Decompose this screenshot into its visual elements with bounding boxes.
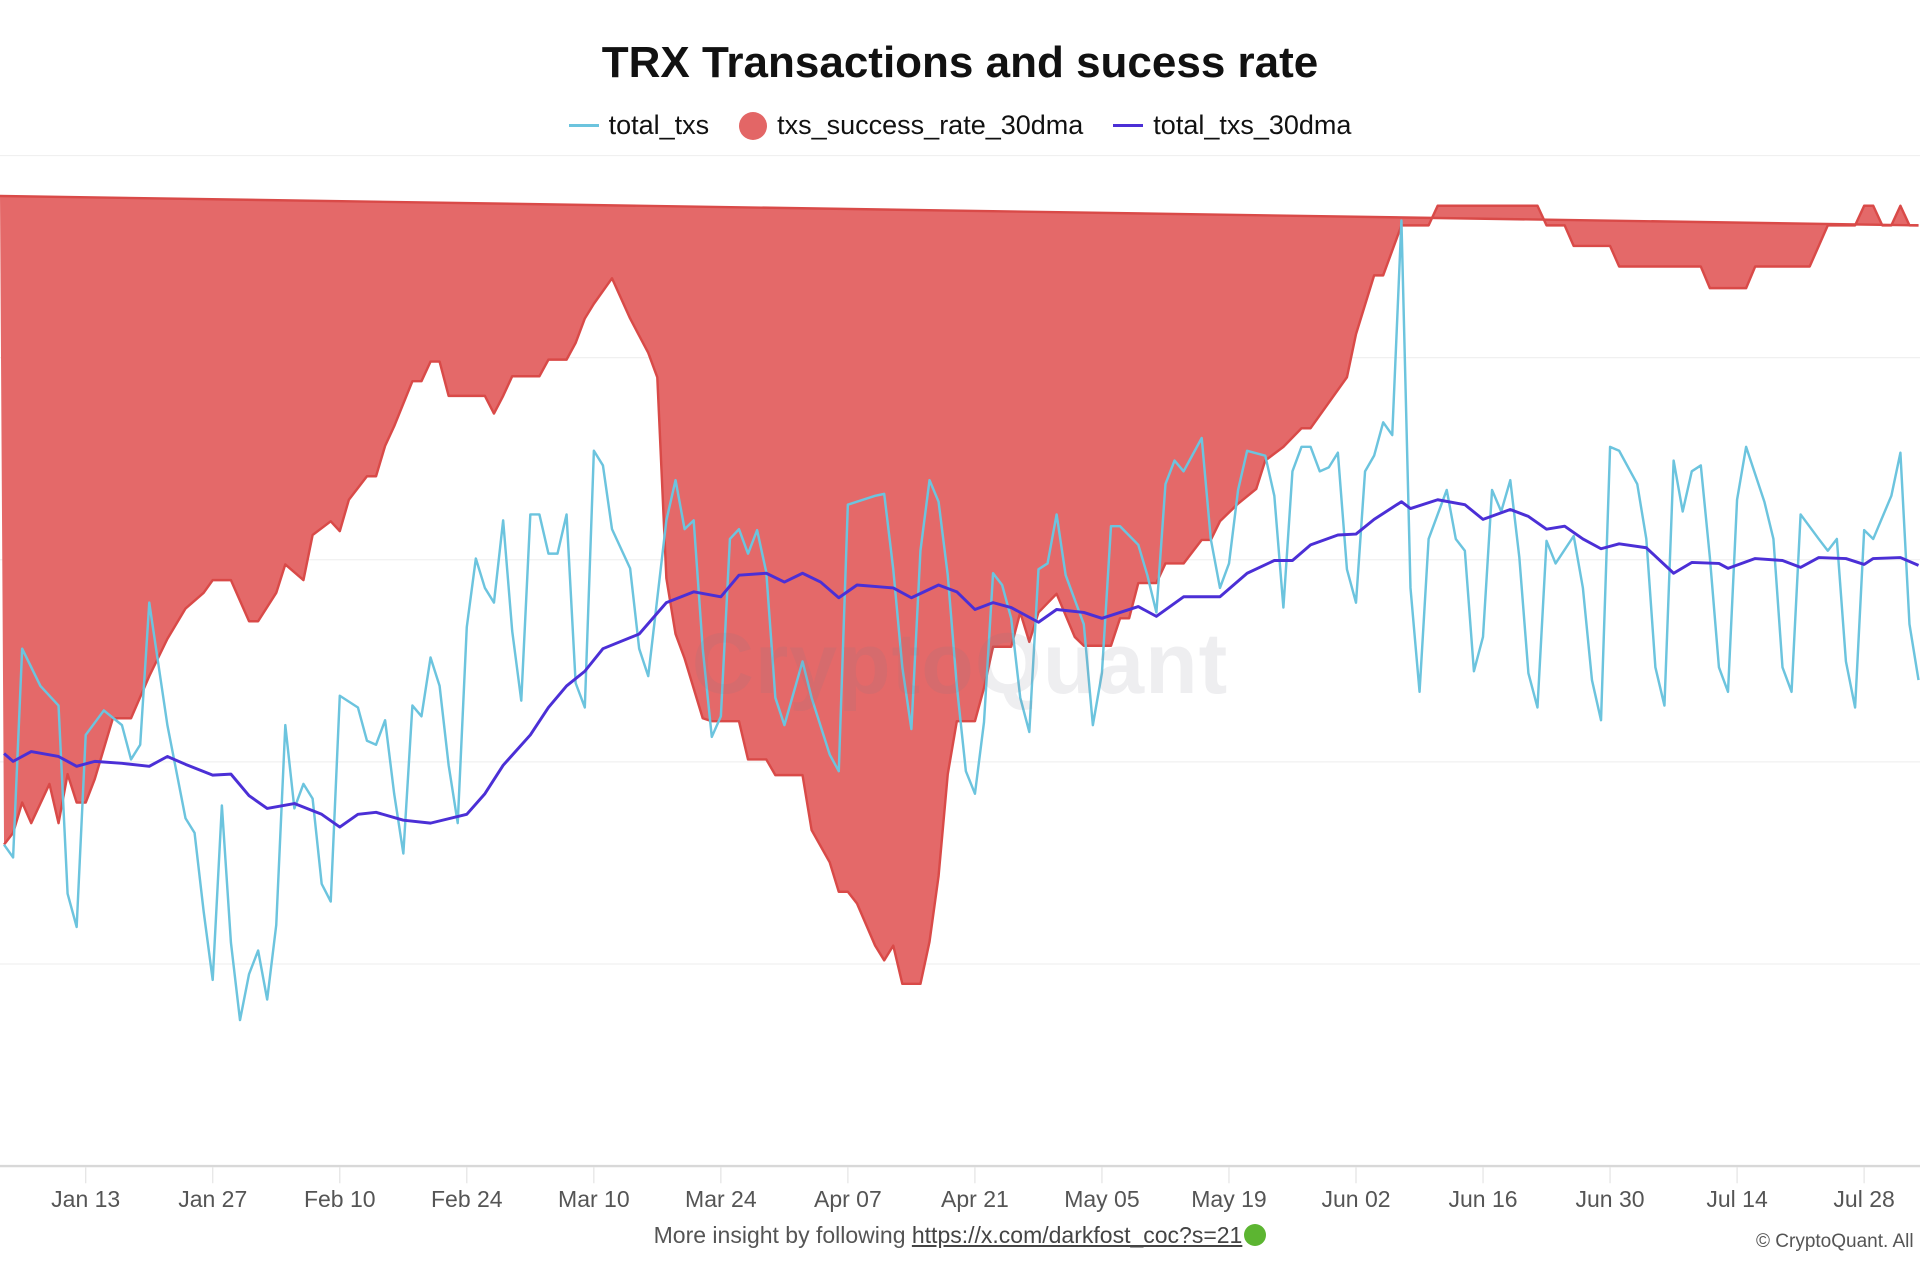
legend-label: total_txs (608, 110, 710, 140)
legend-item-success-rate[interactable]: txs_success_rate_30dma (739, 110, 1083, 141)
x-tick-label: Apr 21 (941, 1186, 1009, 1212)
x-tick-label: Jan 13 (51, 1186, 121, 1212)
legend: total_txs txs_success_rate_30dma total_t… (0, 110, 1920, 141)
legend-item-total-txs[interactable]: total_txs (568, 110, 710, 141)
x-tick-label: Jun 02 (1321, 1186, 1391, 1212)
total-txs-line (3, 219, 1920, 1022)
chart-title: TRX Transactions and sucess rate (601, 38, 1319, 87)
x-tick-label: May 05 (1064, 1186, 1140, 1212)
footer-link[interactable]: https://x.com/darkfost_coc?s=21 (911, 1222, 1243, 1248)
x-tick-label: Mar 24 (685, 1186, 757, 1212)
x-tick-label: Jan 27 (178, 1186, 248, 1212)
legend-label: total_txs_30dma (1153, 110, 1352, 140)
x-tick-label: Jul 14 (1706, 1186, 1768, 1212)
legend-line-icon (568, 124, 599, 127)
legend-circle-icon (739, 111, 768, 140)
x-tick-label: Feb 24 (430, 1186, 503, 1212)
legend-label: txs_success_rate_30dma (777, 110, 1084, 140)
legend-item-total-txs-30dma[interactable]: total_txs_30dma (1113, 110, 1351, 141)
x-tick-label: Feb 10 (303, 1186, 376, 1212)
x-tick-label: Jun 16 (1448, 1186, 1518, 1212)
frog-emoji-icon (1244, 1224, 1267, 1246)
x-tick-label: Jul 28 (1833, 1186, 1895, 1212)
footer-prefix: More insight by following (653, 1222, 906, 1248)
success-rate-area (0, 195, 1919, 984)
chart-series (0, 194, 1920, 1022)
legend-line-icon (1113, 124, 1144, 127)
watermark: CryptoQuant (691, 616, 1229, 712)
x-tick-label: Mar 10 (558, 1186, 630, 1212)
total-txs-30dma-line (3, 498, 1920, 829)
x-tick-label: May 19 (1191, 1186, 1267, 1212)
success-rate-line (3, 204, 1919, 986)
x-axis (0, 1164, 1920, 1184)
success-rate-area-edge (0, 194, 1919, 227)
x-tick-label: Jun 30 (1575, 1186, 1645, 1212)
copyright: © CryptoQuant. All (1756, 1231, 1914, 1252)
x-tick-label: Apr 07 (813, 1186, 882, 1212)
footer-credit: More insight by following https://x.com/… (0, 1222, 1920, 1249)
